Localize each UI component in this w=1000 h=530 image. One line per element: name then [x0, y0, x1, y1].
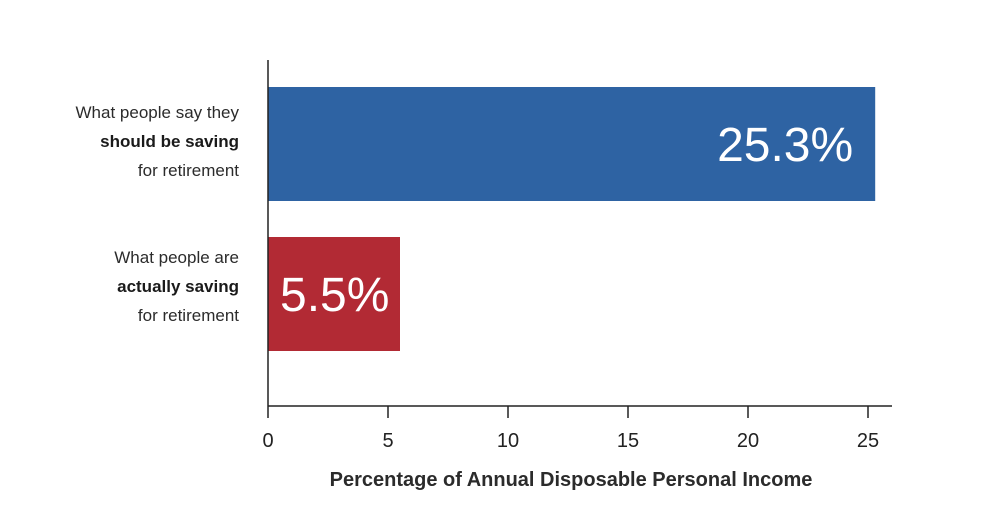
- bar-0: [268, 87, 876, 201]
- category-label-emphasis: should be saving: [100, 132, 239, 151]
- x-tick-label: 25: [857, 430, 879, 452]
- bar-value-label-0: 25.3%: [717, 119, 853, 172]
- category-label-line: What people are: [114, 248, 239, 267]
- x-tick-label: 10: [497, 430, 519, 452]
- bar-value-label-1: 5.5%: [280, 269, 389, 322]
- category-label-line: for retirement: [137, 306, 239, 325]
- x-tick-label: 0: [262, 430, 273, 452]
- category-label-line: What people say they: [75, 103, 239, 122]
- bar-1: [268, 237, 400, 351]
- category-label-should-be-saving: What people say they should be saving fo…: [7, 98, 239, 185]
- category-label-line: for retirement: [137, 161, 239, 180]
- x-axis-title: Percentage of Annual Disposable Personal…: [330, 469, 813, 491]
- x-tick-label: 20: [737, 430, 759, 452]
- category-label-actually-saving: What people are actually saving for reti…: [7, 243, 239, 330]
- category-label-emphasis: actually saving: [117, 277, 239, 296]
- x-tick-label: 15: [617, 430, 639, 452]
- x-tick-label: 5: [382, 430, 393, 452]
